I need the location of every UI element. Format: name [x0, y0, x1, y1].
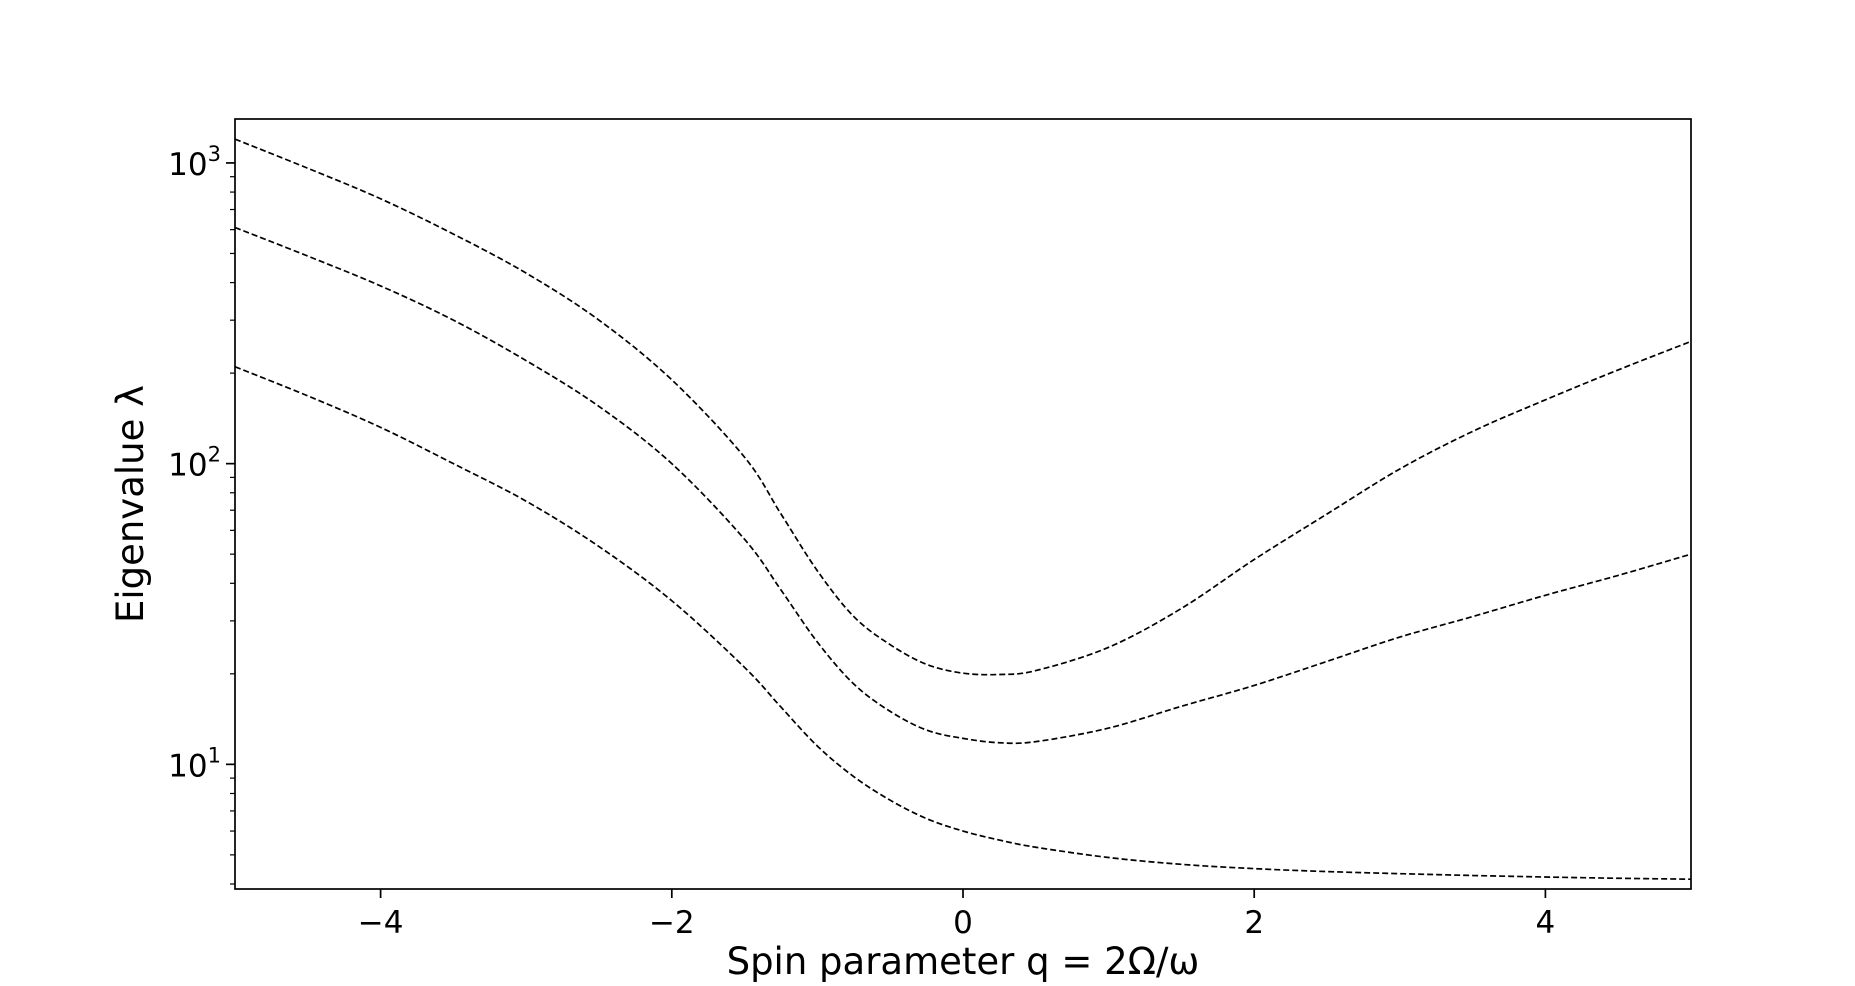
series-line-1 [234, 138, 1692, 676]
x-tick-label: 0 [953, 905, 973, 941]
y-axis: 101 102 103 [168, 142, 235, 885]
y-tick-label: 103 [168, 142, 221, 183]
x-axis: −4 −2 0 2 4 [358, 889, 1556, 941]
series-line-2 [234, 226, 1692, 745]
x-tick-label: −2 [649, 905, 695, 941]
x-tick-label: −4 [358, 905, 404, 941]
y-tick-label: 102 [168, 443, 221, 484]
series-line-3 [234, 365, 1692, 881]
y-tick-label: 101 [168, 743, 221, 784]
y-axis-label: Eigenvalue λ [109, 385, 152, 623]
x-tick-label: 4 [1536, 905, 1556, 941]
x-axis-label: Spin parameter q = 2Ω/ω [727, 940, 1200, 983]
series-layer [234, 138, 1692, 881]
x-tick-label: 2 [1244, 905, 1264, 941]
